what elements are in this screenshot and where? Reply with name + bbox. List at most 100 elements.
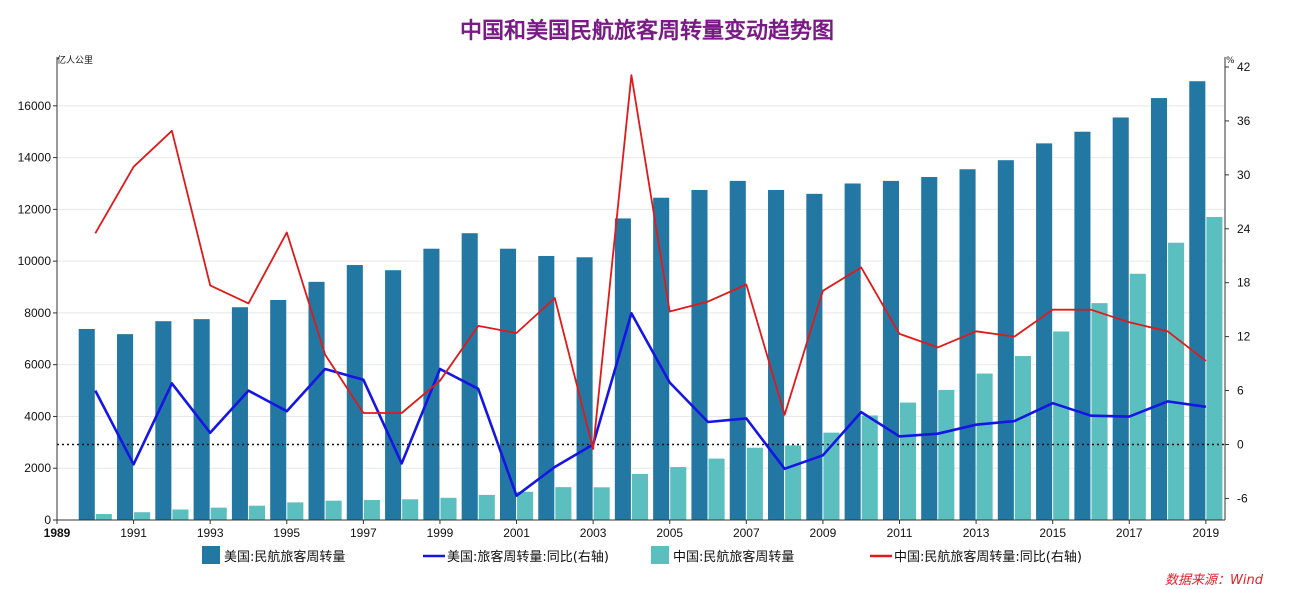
x-tick-label: 1995	[273, 526, 300, 540]
bar	[806, 193, 823, 520]
bar	[172, 509, 189, 520]
x-tick-label: 2009	[810, 526, 837, 540]
legend-label: 中国:民航旅客周转量:同比(右轴)	[894, 549, 1082, 565]
right-tick-label: 36	[1237, 114, 1251, 128]
x-tick-label: 2007	[733, 526, 760, 540]
right-tick-label: 12	[1237, 330, 1251, 344]
bar	[631, 473, 649, 520]
bar	[785, 445, 802, 520]
bar	[729, 180, 746, 520]
bar	[461, 233, 478, 520]
left-axis-unit: 亿人公里	[57, 54, 93, 66]
left-tick-label: 8000	[24, 306, 51, 320]
bar	[976, 373, 993, 520]
bar	[1074, 131, 1091, 520]
left-tick-label: 0	[44, 513, 51, 527]
right-tick-label: 0	[1237, 438, 1244, 452]
right-tick-label: 42	[1237, 60, 1251, 74]
x-tick-label: 1997	[350, 526, 377, 540]
x-tick-label: 2005	[656, 526, 683, 540]
bar	[593, 487, 610, 520]
gridlines	[57, 105, 1225, 469]
bar	[691, 189, 708, 520]
legend-label: 中国:民航旅客周转量	[673, 549, 794, 565]
left-tick-label: 14000	[18, 151, 52, 165]
left-tick-label: 2000	[24, 461, 51, 475]
bar	[768, 189, 785, 520]
legend-swatch	[651, 546, 669, 564]
x-tick-label: 1991	[120, 526, 147, 540]
source-note: 数据来源：Wind	[1165, 573, 1264, 588]
x-tick-label: 2013	[963, 526, 990, 540]
bar	[823, 432, 840, 520]
x-tick-label: 1993	[197, 526, 224, 540]
right-axis-unit: %	[1226, 56, 1235, 66]
bar	[117, 334, 134, 520]
legend-label: 美国:旅客周转量:同比(右轴)	[447, 549, 609, 565]
x-tick-label: 2001	[503, 526, 530, 540]
bar	[882, 180, 899, 520]
legend-swatch	[202, 546, 220, 564]
bar	[997, 160, 1014, 520]
legend: 美国:民航旅客周转量 美国:旅客周转量:同比(右轴) 中国:民航旅客周转量 中国:民航…	[202, 546, 1082, 565]
bar	[614, 218, 631, 520]
bar	[1053, 331, 1070, 520]
right-tick-label: -6	[1237, 491, 1248, 505]
bar	[193, 319, 210, 520]
bar	[231, 307, 248, 520]
bar	[78, 328, 95, 520]
bar	[959, 169, 976, 520]
bar	[478, 494, 495, 520]
right-tick-label: 6	[1237, 384, 1244, 398]
left-tick-label: 10000	[18, 254, 52, 268]
legend-label: 美国:民航旅客周转量	[224, 549, 345, 565]
bar	[576, 257, 593, 520]
right-tick-label: 24	[1237, 222, 1251, 236]
chart-title: 中国和美国民航旅客周转量变动趋势图	[460, 18, 834, 44]
bar	[861, 415, 878, 520]
right-tick-label: 30	[1237, 168, 1251, 182]
bar	[287, 502, 304, 520]
series-line	[94, 311, 1207, 498]
bars-layer	[78, 81, 1223, 521]
bar	[921, 177, 938, 520]
bar	[844, 183, 861, 520]
left-tick-label: 16000	[18, 99, 52, 113]
bar	[402, 499, 419, 520]
x-tick-label: 2019	[1193, 526, 1220, 540]
bar	[210, 507, 227, 520]
bar	[670, 467, 687, 520]
bar	[746, 447, 763, 520]
left-tick-label: 6000	[24, 358, 51, 372]
right-tick-label: 18	[1237, 276, 1251, 290]
bar	[1189, 81, 1206, 520]
bar	[708, 458, 725, 520]
bar	[363, 499, 380, 520]
x-tick-label: 1989	[44, 526, 71, 540]
bar	[1014, 356, 1031, 520]
bar	[1129, 273, 1146, 520]
bar	[308, 281, 325, 520]
left-tick-label: 4000	[24, 409, 51, 423]
bar	[517, 491, 534, 520]
series-line	[94, 74, 1207, 450]
bar	[1091, 303, 1108, 520]
x-tick-label: 1999	[427, 526, 454, 540]
left-tick-label: 12000	[18, 202, 52, 216]
bar	[385, 270, 402, 520]
bar	[134, 512, 151, 520]
bar	[1168, 242, 1185, 521]
bar	[1150, 98, 1168, 520]
x-tick-label: 2015	[1039, 526, 1066, 540]
bar	[248, 505, 266, 520]
bar	[95, 514, 112, 520]
bar	[270, 299, 287, 520]
x-tick-label: 2017	[1116, 526, 1143, 540]
bar	[499, 248, 517, 520]
lines-layer	[94, 74, 1207, 498]
bar	[555, 487, 572, 520]
bar	[938, 389, 955, 520]
bar	[346, 265, 363, 520]
x-tick-label: 2003	[580, 526, 607, 540]
